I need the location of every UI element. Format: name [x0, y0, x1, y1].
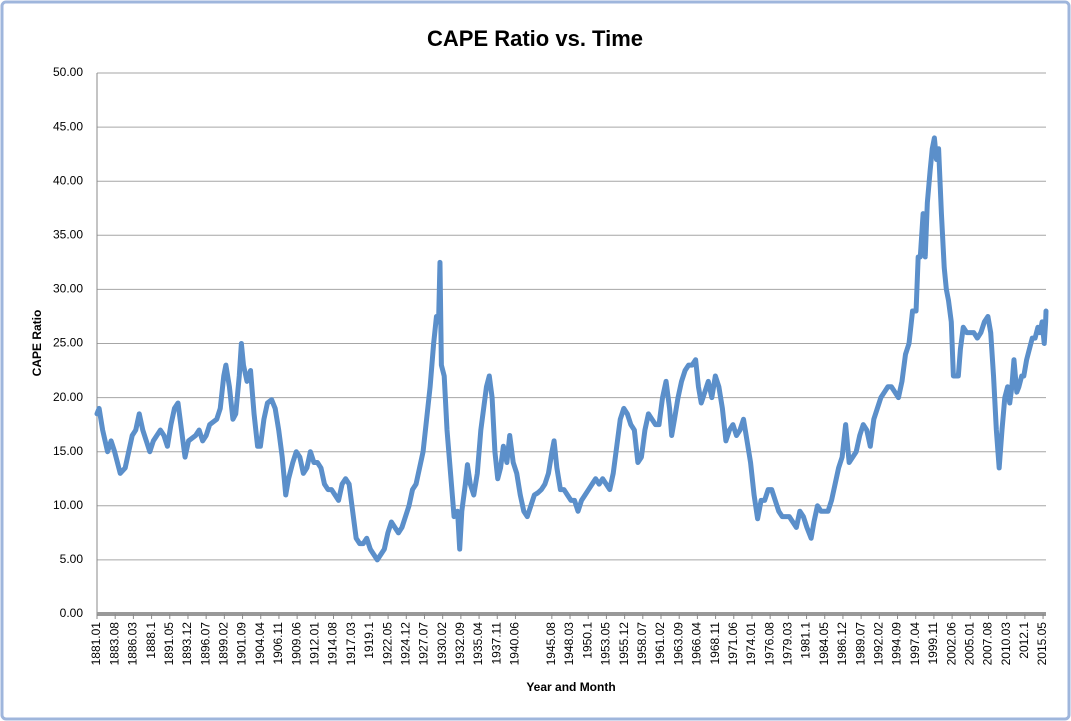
- y-tick-label: 5.00: [60, 552, 84, 566]
- y-tick-label: 50.00: [53, 65, 83, 79]
- x-tick-label: 1881.01: [89, 622, 103, 666]
- x-tick-label: 1986.12: [835, 622, 849, 666]
- x-tick-label: 1950.1: [580, 622, 594, 659]
- y-tick-label: 45.00: [53, 119, 83, 133]
- x-tick-label: 1961.02: [653, 622, 667, 666]
- x-tick-label: 1906.11: [271, 622, 285, 665]
- x-tick-label: 1971.06: [726, 622, 740, 666]
- x-tick-label: 1981.1: [799, 622, 813, 659]
- x-tick-label: 1958.07: [635, 622, 649, 666]
- x-tick-label: 1893.12: [180, 622, 194, 666]
- x-tick-label: 1912.01: [307, 622, 321, 666]
- x-tick-label: 1937.11: [489, 622, 503, 665]
- x-axis-title: Year and Month: [526, 680, 615, 694]
- y-axis-title: CAPE Ratio: [30, 310, 44, 377]
- x-tick-label: 1883.08: [107, 622, 121, 666]
- y-tick-label: 30.00: [53, 282, 83, 296]
- data-line: [94, 135, 1049, 563]
- x-tick-label: 1992.02: [871, 622, 885, 666]
- x-tick-label: 1979.03: [781, 622, 795, 666]
- chart-title: CAPE Ratio vs. Time: [427, 26, 643, 51]
- x-tick-label: 1891.05: [162, 622, 176, 666]
- x-tick-label: 1968.11: [708, 622, 722, 665]
- x-tick-label: 1927.07: [417, 622, 431, 666]
- x-tick-label: 1976.08: [762, 622, 776, 666]
- x-tick-label: 1899.02: [217, 622, 231, 666]
- x-tick-label: 1922.05: [380, 622, 394, 666]
- x-tick-label: 2005.01: [962, 622, 976, 666]
- x-tick-label: 1945.08: [544, 622, 558, 666]
- x-tick-label: 1994.09: [890, 622, 904, 666]
- x-tick-label: 1919.1: [362, 622, 376, 659]
- x-tick-label: 2012.1: [1017, 622, 1031, 659]
- x-tick-label: 1901.09: [235, 622, 249, 666]
- y-tick-label: 25.00: [53, 336, 83, 350]
- y-tick-label: 35.00: [53, 227, 83, 241]
- x-tick-label: 1963.09: [671, 622, 685, 666]
- x-tick-label: 1909.06: [289, 622, 303, 666]
- y-tick-label: 15.00: [53, 444, 83, 458]
- x-tick-label: 1904.04: [253, 622, 267, 666]
- x-tick-label: 2010.03: [999, 622, 1013, 666]
- x-tick-label: 1984.05: [817, 622, 831, 666]
- x-tick-label: 1935.04: [471, 622, 485, 666]
- x-tick-label: 1888.1: [144, 622, 158, 659]
- y-tick-label: 10.00: [53, 498, 83, 512]
- y-tick-label: 0.00: [60, 606, 84, 620]
- x-tick-label: 1924.12: [398, 622, 412, 666]
- x-tick-label: 1974.01: [744, 622, 758, 666]
- x-tick-label: 2007.08: [981, 622, 995, 666]
- x-tick-label: 1955.12: [617, 622, 631, 666]
- x-tick-label: 1989.07: [853, 622, 867, 666]
- x-tick-label: 1932.09: [453, 622, 467, 666]
- x-tick-label: 1953.05: [599, 622, 613, 666]
- x-tick-label: 1896.07: [198, 622, 212, 666]
- x-tick-label: 1930.02: [435, 622, 449, 666]
- x-tick-label: 1914.08: [326, 622, 340, 666]
- x-tick-label: 1886.03: [126, 622, 140, 666]
- x-tick-label: 1917.03: [344, 622, 358, 666]
- x-tick-label: 1997.04: [908, 622, 922, 666]
- x-tick-label: 1999.11: [926, 622, 940, 665]
- x-tick-label: 2002.06: [944, 622, 958, 666]
- y-tick-label: 20.00: [53, 390, 83, 404]
- x-tick-label: 1948.03: [562, 622, 576, 666]
- x-tick-label: 1940.06: [508, 622, 522, 666]
- y-tick-label: 40.00: [53, 173, 83, 187]
- x-tick-label: 1966.04: [690, 622, 704, 666]
- x-tick-label: 2015.05: [1035, 622, 1049, 666]
